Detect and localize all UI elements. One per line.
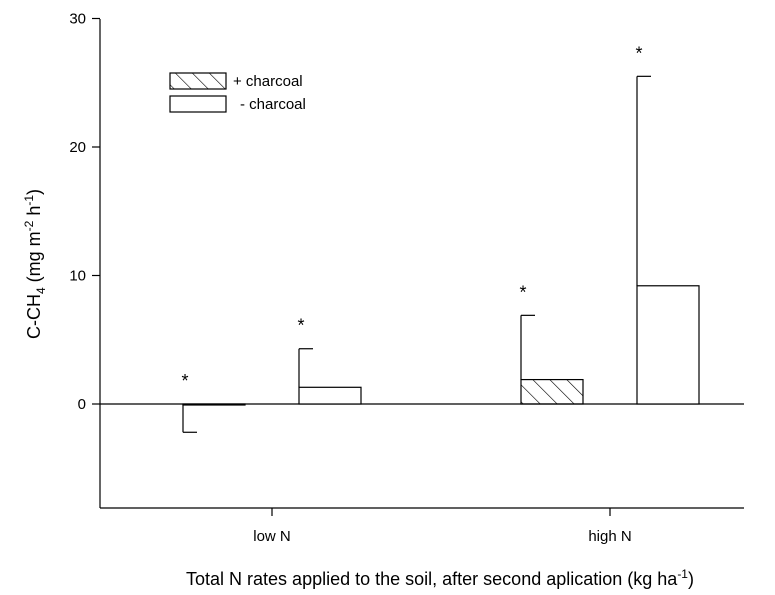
x-ticks: low N high N xyxy=(253,508,632,545)
x-tick-label: low N xyxy=(253,528,291,545)
significance-marker: * xyxy=(297,316,304,336)
bar xyxy=(636,285,700,405)
significance-marker: * xyxy=(519,282,526,302)
y-tick-label: 20 xyxy=(69,139,86,156)
legend-swatch-no-charcoal xyxy=(169,95,227,113)
legend: + charcoal - charcoal xyxy=(169,72,306,113)
y-tick-label: 30 xyxy=(69,11,86,28)
y-ticks: 0 10 20 30 xyxy=(69,11,100,413)
bar xyxy=(182,403,246,406)
bar xyxy=(298,386,362,405)
bar xyxy=(520,378,584,405)
significance-marker: * xyxy=(181,371,188,391)
legend-label-charcoal: + charcoal xyxy=(233,73,303,90)
legend-swatch-charcoal xyxy=(169,72,227,90)
y-axis-label: C-CH4 (mg m-2 h-1) xyxy=(22,189,48,339)
y-tick-label: 0 xyxy=(78,396,86,413)
significance-marker: * xyxy=(635,43,642,63)
y-tick-label: 10 xyxy=(69,268,86,285)
bars: * * * * xyxy=(181,43,700,433)
x-axis-label: Total N rates applied to the soil, after… xyxy=(186,567,694,589)
x-tick-label: high N xyxy=(588,528,631,545)
legend-label-no-charcoal: - charcoal xyxy=(240,96,306,113)
